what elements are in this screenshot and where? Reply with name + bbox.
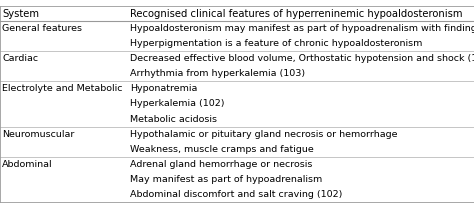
Text: Hyponatremia: Hyponatremia	[130, 84, 198, 93]
Text: Abdominal discomfort and salt craving (102): Abdominal discomfort and salt craving (1…	[130, 190, 343, 199]
Text: Hyperkalemia (102): Hyperkalemia (102)	[130, 99, 225, 109]
Text: Recognised clinical features of hyperreninemic hypoaldosteronism: Recognised clinical features of hyperren…	[130, 9, 463, 19]
Text: Metabolic acidosis: Metabolic acidosis	[130, 115, 218, 124]
Text: Neuromuscular: Neuromuscular	[2, 130, 75, 139]
Text: Hyperpigmentation is a feature of chronic hypoaldosteronism: Hyperpigmentation is a feature of chroni…	[130, 39, 423, 48]
Text: Hypoaldosteronism may manifest as part of hypoadrenalism with findings such as f: Hypoaldosteronism may manifest as part o…	[130, 24, 474, 33]
Text: Cardiac: Cardiac	[2, 54, 38, 63]
Text: Electrolyte and Metabolic: Electrolyte and Metabolic	[2, 84, 123, 93]
Text: Abdominal: Abdominal	[2, 160, 53, 169]
Text: System: System	[2, 9, 39, 19]
Text: Hypothalamic or pituitary gland necrosis or hemorrhage: Hypothalamic or pituitary gland necrosis…	[130, 130, 398, 139]
Text: Decreased effective blood volume, Orthostatic hypotension and shock (10,93): Decreased effective blood volume, Orthos…	[130, 54, 474, 63]
Text: Weakness, muscle cramps and fatigue: Weakness, muscle cramps and fatigue	[130, 145, 314, 154]
Text: Adrenal gland hemorrhage or necrosis: Adrenal gland hemorrhage or necrosis	[130, 160, 313, 169]
Text: General features: General features	[2, 24, 82, 33]
Text: May manifest as part of hypoadrenalism: May manifest as part of hypoadrenalism	[130, 175, 323, 184]
Text: Arrhythmia from hyperkalemia (103): Arrhythmia from hyperkalemia (103)	[130, 69, 305, 78]
